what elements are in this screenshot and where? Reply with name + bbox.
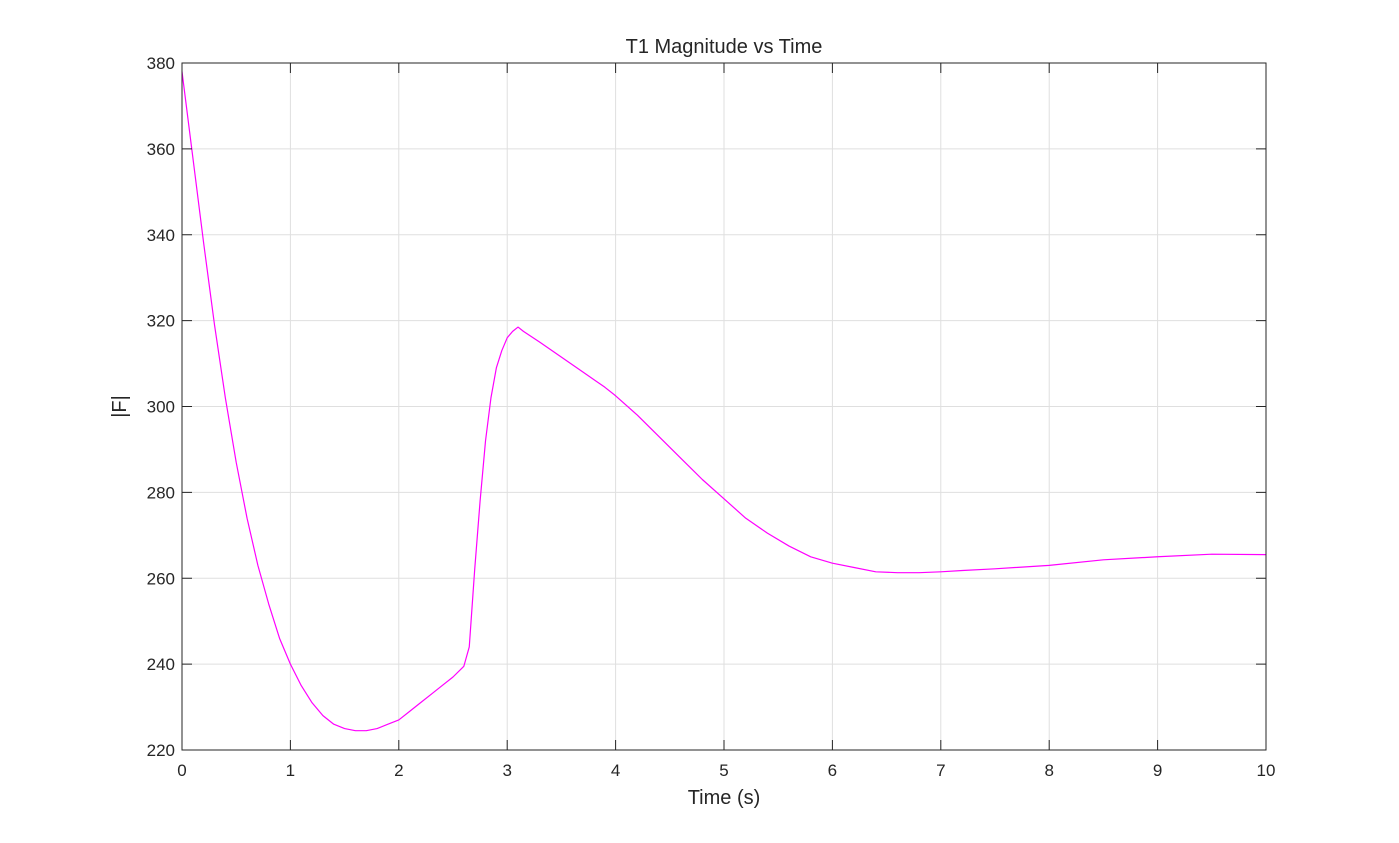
y-tick-label: 280	[147, 483, 175, 502]
x-tick-label: 9	[1153, 761, 1162, 780]
y-tick-label: 380	[147, 54, 175, 73]
ticks	[181, 62, 1267, 751]
series-layer	[181, 71, 1267, 732]
x-tick-label: 4	[611, 761, 620, 780]
y-tick-label: 220	[147, 741, 175, 760]
y-tick-labels: 220 240 260 280 300 320 340 360 380	[147, 54, 175, 760]
x-tick-label: 0	[177, 761, 186, 780]
x-tick-label: 1	[286, 761, 295, 780]
y-tick-label: 320	[147, 312, 175, 331]
y-axis-label: |F|	[109, 395, 131, 418]
x-tick-label: 7	[936, 761, 945, 780]
x-tick-label: 8	[1044, 761, 1053, 780]
y-tick-label: 360	[147, 140, 175, 159]
x-tick-label: 6	[828, 761, 837, 780]
y-tick-label: 240	[147, 655, 175, 674]
x-tick-label: 3	[502, 761, 511, 780]
x-tick-labels: 0 1 2 3 4 5 6 7 8 9 10	[177, 761, 1275, 780]
y-tick-label: 300	[147, 398, 175, 417]
y-tick-label: 260	[147, 569, 175, 588]
y-tick-label: 340	[147, 226, 175, 245]
chart-title: T1 Magnitude vs Time	[626, 36, 823, 58]
x-tick-label: 2	[394, 761, 403, 780]
series-line	[181, 71, 1267, 732]
x-tick-label: 5	[719, 761, 728, 780]
x-tick-label: 10	[1257, 761, 1276, 780]
x-axis-label: Time (s)	[688, 787, 761, 809]
